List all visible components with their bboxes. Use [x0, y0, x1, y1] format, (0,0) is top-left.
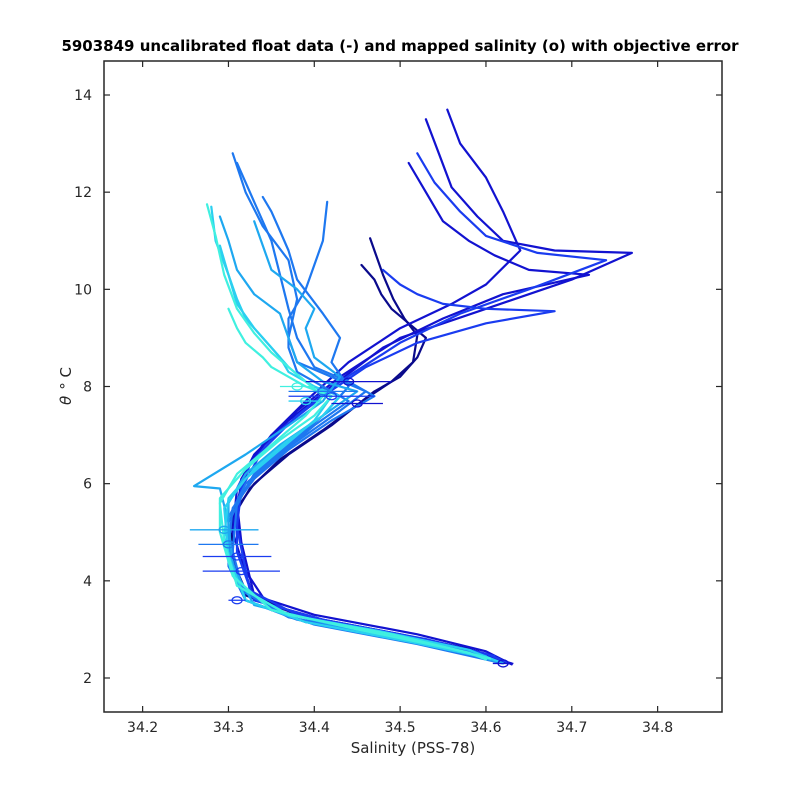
mapped-salinity-marker-11 [279, 382, 315, 391]
profile-line-13 [193, 220, 505, 665]
mapped-salinity-point [351, 399, 363, 408]
x-axis-label: Salinity (PSS-78) [351, 739, 476, 757]
mapped-salinity-point [231, 596, 243, 605]
mapped-salinity-marker-4 [202, 552, 272, 561]
mapped-salinity-point [222, 540, 235, 549]
data-layer [189, 108, 634, 668]
mapped-salinity-point [342, 377, 355, 386]
mapped-salinity-point [291, 382, 303, 391]
y-tick-label: 2 [83, 671, 92, 687]
mapped-salinity-marker-7 [331, 399, 383, 408]
mapped-salinity-point [497, 659, 509, 668]
mapped-salinity-point [231, 552, 243, 561]
ticks-layer: 34.2 34.3 34.4 34.5 34.6 34.7 34.8 2 4 6 8 10 12 14 [74, 61, 722, 736]
y-tick-label: 4 [83, 574, 92, 590]
x-tick-label: 34.3 [213, 720, 244, 736]
y-tick-label: 8 [83, 380, 92, 396]
y-tick-label: 14 [74, 88, 92, 104]
x-tick-label: 34.8 [642, 720, 673, 736]
mapped-salinity-marker-1 [492, 659, 514, 668]
mapped-salinity-marker-2 [228, 596, 246, 605]
y-tick-label: 6 [83, 477, 92, 493]
mapped-salinity-marker-8 [288, 392, 375, 401]
x-tick-label: 34.4 [299, 720, 330, 736]
mapped-salinity-marker-6 [189, 525, 259, 534]
x-tick-label: 34.2 [127, 720, 158, 736]
mapped-salinity-marker-3 [202, 566, 280, 576]
mapped-salinity-point [300, 396, 312, 406]
profile-line-17 [218, 307, 492, 660]
x-tick-label: 34.6 [470, 720, 501, 736]
mapped-salinity-marker-12 [288, 396, 323, 406]
y-tick-label: 10 [74, 282, 92, 298]
profile-line-14 [210, 205, 488, 659]
y-axis-label-symbol: θ [57, 396, 75, 405]
y-tick-label: 12 [74, 185, 92, 201]
mapped-salinity-marker-9 [288, 387, 358, 396]
chart-title: 5903849 uncalibrated float data (-) and … [61, 37, 739, 55]
mapped-salinity-marker-10 [305, 377, 392, 386]
x-tick-label: 34.7 [556, 720, 587, 736]
mapped-salinity-point [325, 392, 338, 401]
mapped-salinity-point [218, 525, 230, 534]
y-axis-label-unit: ° C [57, 367, 75, 390]
x-tick-label: 34.5 [385, 720, 416, 736]
y-axis-label: θ ° C [57, 367, 75, 405]
mapped-salinity-point [317, 387, 329, 396]
mapped-salinity-point [235, 566, 247, 576]
mapped-salinity-marker-5 [198, 540, 259, 549]
